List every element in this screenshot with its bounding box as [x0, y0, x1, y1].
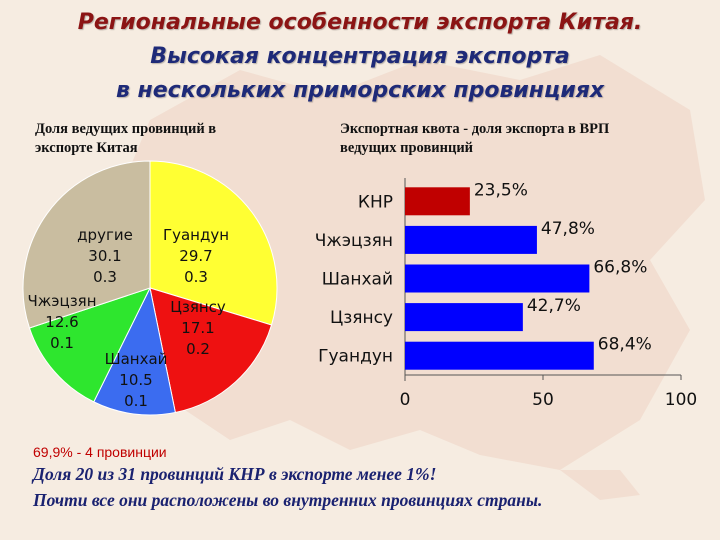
bar-category-label-3: Шанхай	[322, 270, 393, 290]
bar-1	[405, 187, 470, 216]
pie-label-3: Шанхай	[105, 350, 168, 368]
x-tick-label-3: 100	[665, 390, 697, 410]
pie-slice-1	[149, 160, 278, 326]
bar-value-label-1: 23,5%	[474, 180, 528, 200]
pie-value-2: 17.1	[181, 319, 214, 337]
x-tick-label-1: 0	[400, 390, 411, 410]
left-subtitle-line-1: Доля ведущих провинций в	[35, 121, 217, 137]
left-subtitle-line-2: экспорте Китая	[35, 140, 138, 156]
pie-sub-2: 0.2	[186, 340, 210, 358]
title-line-3: в нескольких приморских провинциях	[115, 78, 605, 103]
pie-label-5: другие	[77, 226, 133, 244]
bar-5	[405, 341, 594, 370]
footer-line-1: Доля 20 из 31 провинций КНР в экспорте м…	[33, 464, 437, 484]
bar-category-label-2: Чжэцзян	[315, 231, 393, 251]
pie-value-3: 10.5	[119, 371, 152, 389]
bar-category-label-4: Цзянсу	[330, 308, 393, 328]
pie-value-5: 30.1	[88, 247, 121, 265]
pie-label-1: Гуандун	[163, 226, 229, 244]
pie-sub-5: 0.3	[93, 268, 117, 286]
right-subtitle-line-2: ведущих провинций	[340, 140, 474, 156]
right-subtitle: Экспортная квота - доля экспорта в ВРП в…	[340, 120, 609, 158]
bar-value-label-3: 66,8%	[593, 258, 647, 278]
right-subtitle-line-1: Экспортная квота - доля экспорта в ВРП	[340, 121, 610, 137]
pie-sub-4: 0.1	[50, 334, 74, 352]
pie-sub-1: 0.3	[184, 268, 208, 286]
title-line-2: Высокая концентрация экспорта	[150, 44, 570, 69]
pie-sub-3: 0.1	[124, 392, 148, 410]
bar-3	[405, 264, 590, 293]
bar-4	[405, 303, 523, 332]
left-subtitle: Доля ведущих провинций в экспорте Китая	[35, 120, 216, 158]
pie-slice-5	[22, 160, 151, 329]
bar-value-label-4: 42,7%	[527, 296, 581, 316]
bar-category-label-1: КНР	[358, 192, 393, 212]
bar-value-label-5: 68,4%	[598, 335, 652, 355]
pie-value-4: 12.6	[45, 313, 78, 331]
pie-slice-4	[28, 287, 151, 403]
pie-slice-3	[93, 286, 176, 416]
bar-2	[405, 225, 537, 254]
bar-category-label-5: Гуандун	[318, 347, 393, 367]
bar-value-label-2: 47,8%	[541, 219, 595, 239]
pie-label-4: Чжэцзян	[27, 292, 96, 310]
note-text: 69,9% - 4 провинции	[33, 444, 167, 460]
pie-slice-2	[149, 287, 273, 414]
x-tick-label-2: 50	[532, 390, 554, 410]
pie-value-1: 29.7	[179, 247, 212, 265]
footer-line-2: Почти все они расположены во внутренних …	[33, 490, 543, 510]
title-line-1: Региональные особенности экспорта Китая.	[77, 10, 643, 35]
pie-label-2: Цзянсу	[170, 298, 226, 316]
